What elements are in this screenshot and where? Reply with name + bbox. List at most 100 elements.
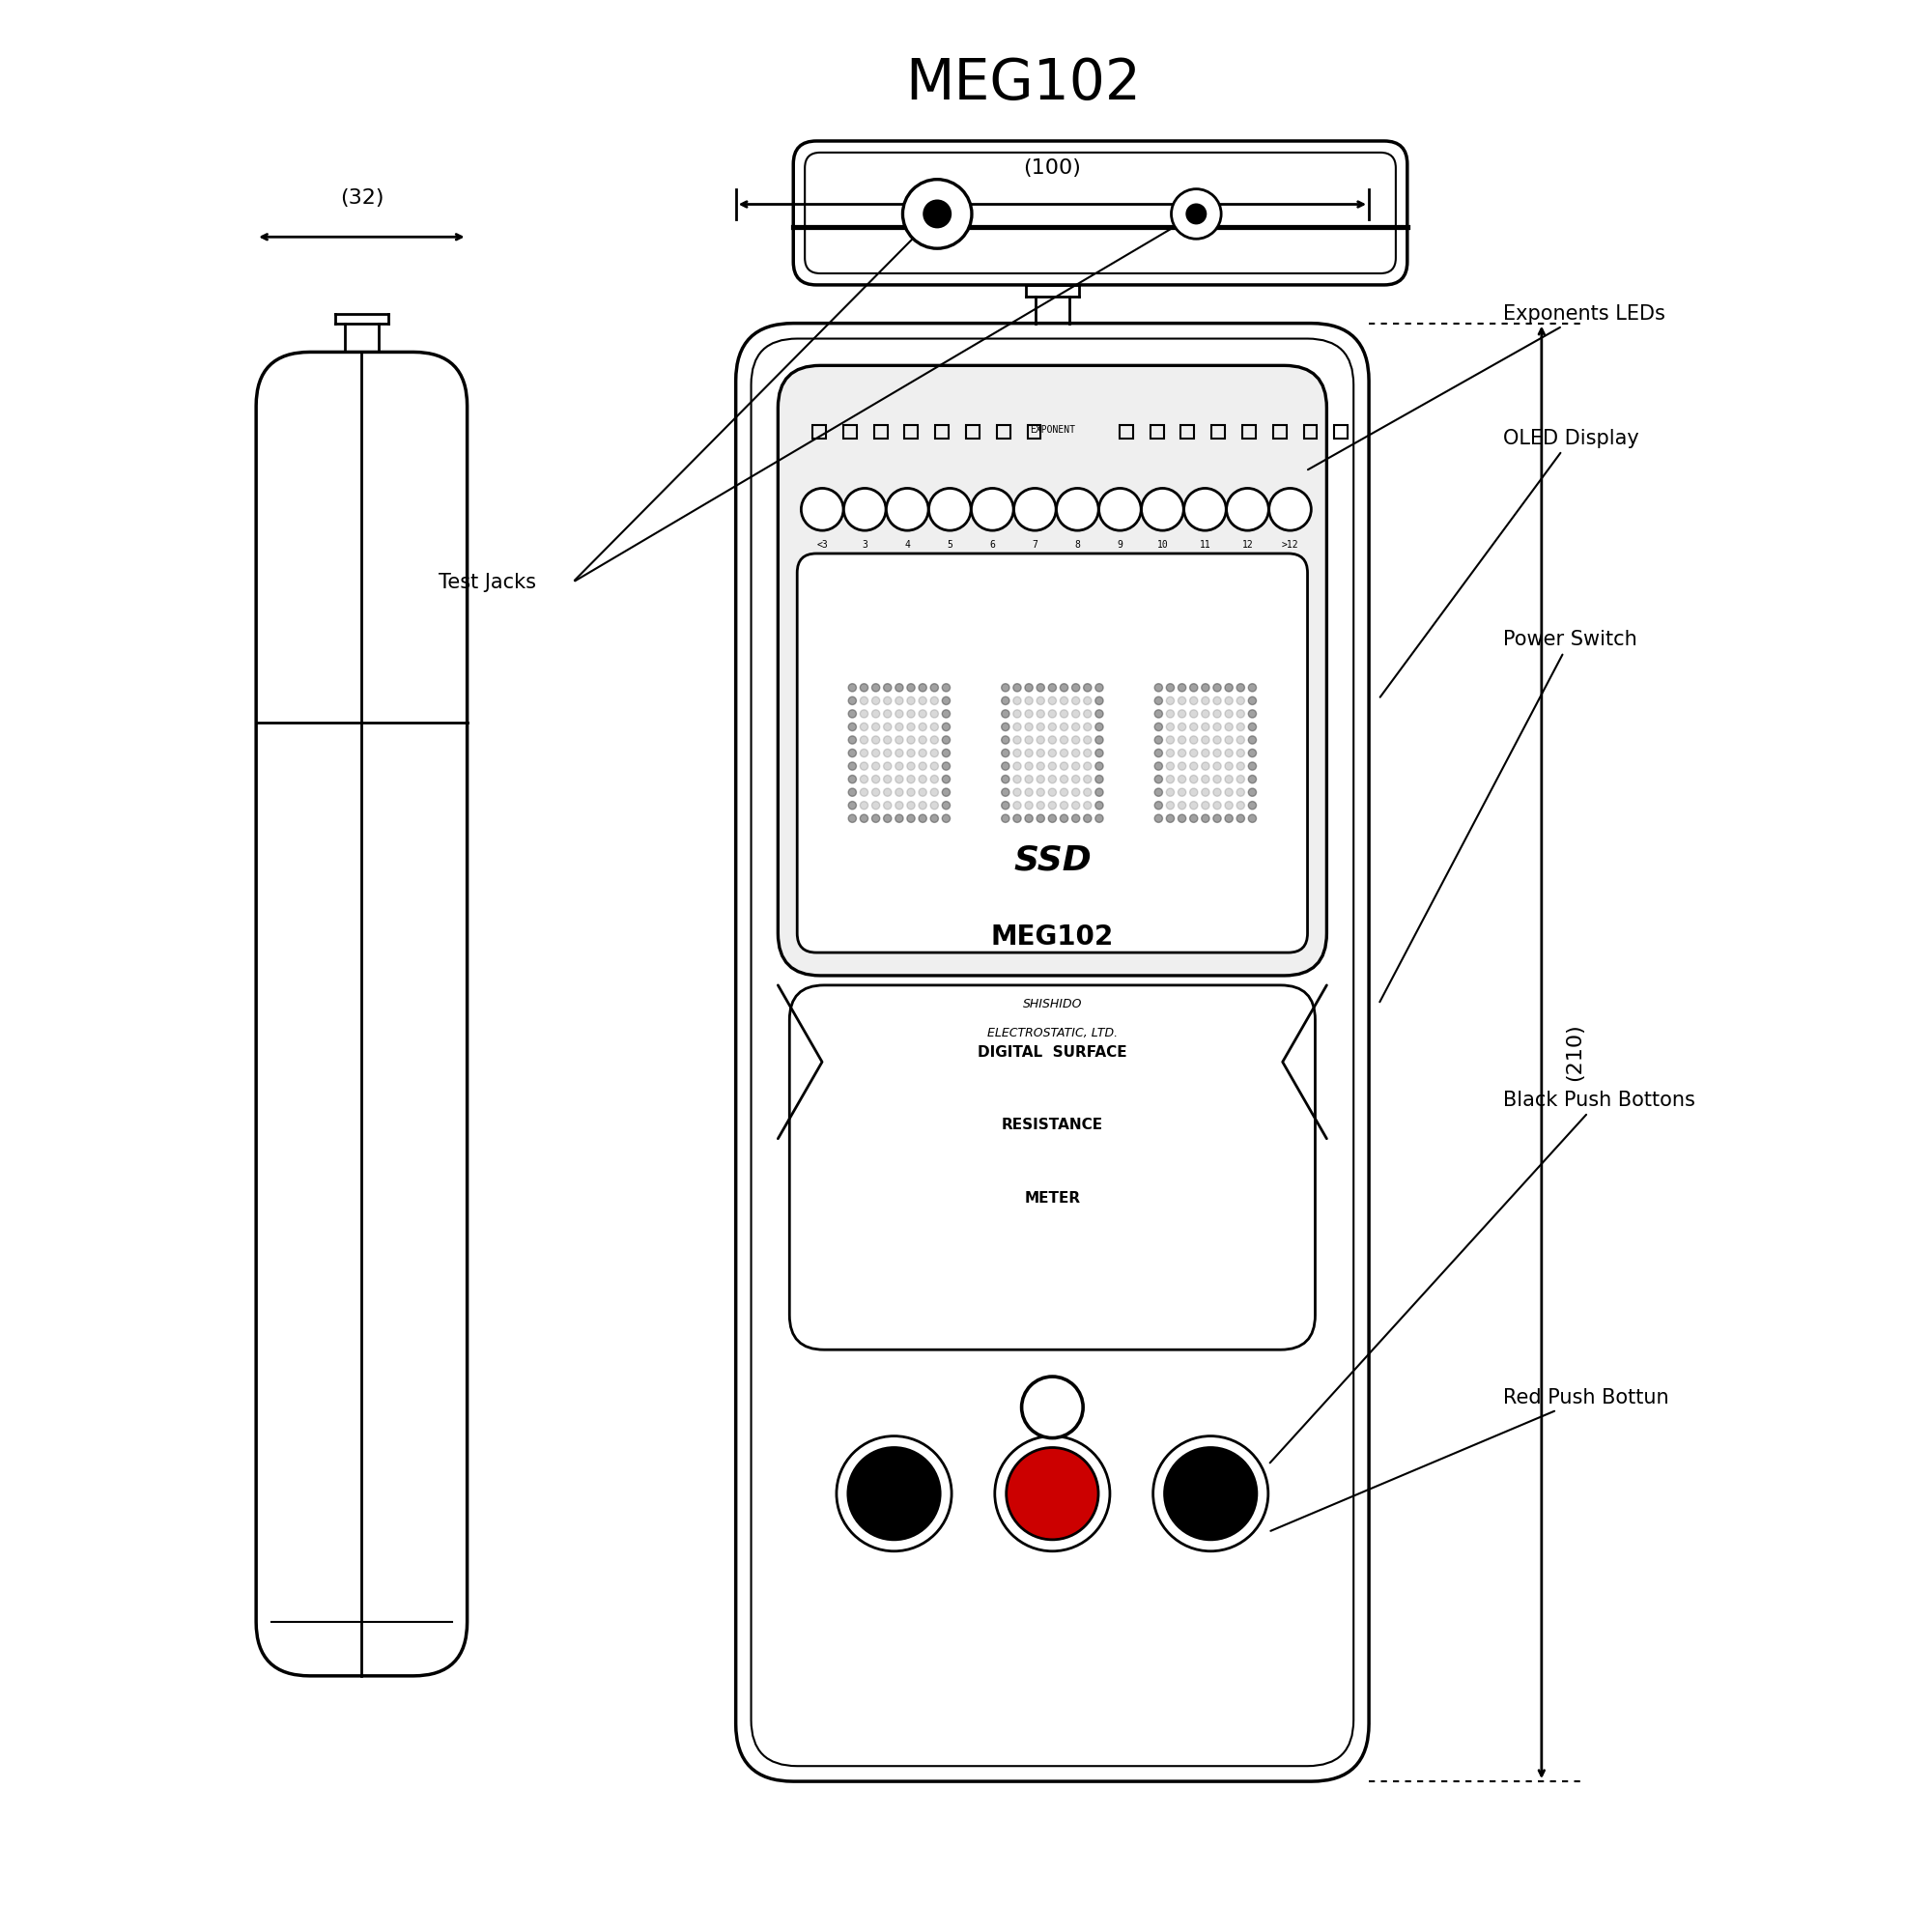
Circle shape xyxy=(1012,815,1022,823)
Circle shape xyxy=(1184,489,1227,531)
Circle shape xyxy=(972,489,1014,531)
Bar xyxy=(1028,425,1041,439)
Circle shape xyxy=(860,736,867,744)
Circle shape xyxy=(943,709,951,719)
Circle shape xyxy=(1014,489,1057,531)
Circle shape xyxy=(1012,709,1022,719)
Circle shape xyxy=(1061,684,1068,692)
Circle shape xyxy=(943,761,951,771)
Circle shape xyxy=(1179,802,1186,810)
Circle shape xyxy=(1213,815,1221,823)
Text: Black Push Bottons: Black Push Bottons xyxy=(1269,1092,1694,1463)
Circle shape xyxy=(1190,709,1198,719)
Circle shape xyxy=(883,788,891,796)
Circle shape xyxy=(1001,815,1009,823)
Circle shape xyxy=(848,788,856,796)
Circle shape xyxy=(1155,788,1163,796)
Circle shape xyxy=(1084,761,1092,771)
Circle shape xyxy=(1155,723,1163,730)
Circle shape xyxy=(1084,750,1092,757)
Circle shape xyxy=(1022,1378,1084,1437)
Circle shape xyxy=(1001,723,1009,730)
Text: 3: 3 xyxy=(862,541,867,551)
Circle shape xyxy=(860,815,867,823)
Circle shape xyxy=(1202,802,1209,810)
Circle shape xyxy=(860,723,867,730)
FancyBboxPatch shape xyxy=(779,365,1327,976)
Circle shape xyxy=(1167,736,1175,744)
Circle shape xyxy=(848,684,856,692)
Circle shape xyxy=(1049,750,1057,757)
Circle shape xyxy=(1012,788,1022,796)
Bar xyxy=(1242,425,1256,439)
Circle shape xyxy=(895,750,904,757)
Circle shape xyxy=(1024,736,1034,744)
Text: ELECTROSTATIC, LTD.: ELECTROSTATIC, LTD. xyxy=(987,1028,1117,1039)
Circle shape xyxy=(1001,775,1009,782)
Bar xyxy=(997,425,1010,439)
Circle shape xyxy=(1084,684,1092,692)
Circle shape xyxy=(1171,189,1221,240)
Text: Test Jacks: Test Jacks xyxy=(439,572,535,591)
Circle shape xyxy=(1072,697,1080,705)
Circle shape xyxy=(848,723,856,730)
Circle shape xyxy=(1084,736,1092,744)
Circle shape xyxy=(883,815,891,823)
Circle shape xyxy=(1001,761,1009,771)
Circle shape xyxy=(1024,815,1034,823)
Circle shape xyxy=(906,736,916,744)
Circle shape xyxy=(1248,723,1256,730)
Text: SHISHIDO: SHISHIDO xyxy=(1022,999,1082,1010)
Circle shape xyxy=(920,815,927,823)
Circle shape xyxy=(1225,750,1233,757)
Circle shape xyxy=(1061,775,1068,782)
FancyBboxPatch shape xyxy=(790,985,1316,1350)
Circle shape xyxy=(920,750,927,757)
Circle shape xyxy=(1202,709,1209,719)
Circle shape xyxy=(1072,736,1080,744)
Circle shape xyxy=(844,489,887,531)
Circle shape xyxy=(1001,697,1009,705)
Circle shape xyxy=(906,815,916,823)
Circle shape xyxy=(1225,815,1233,823)
Text: METER: METER xyxy=(1024,1190,1080,1206)
Circle shape xyxy=(1037,802,1045,810)
Circle shape xyxy=(1236,761,1244,771)
Circle shape xyxy=(1179,761,1186,771)
Circle shape xyxy=(1012,802,1022,810)
Circle shape xyxy=(1179,815,1186,823)
Circle shape xyxy=(1037,775,1045,782)
Circle shape xyxy=(1155,775,1163,782)
Circle shape xyxy=(1061,697,1068,705)
Circle shape xyxy=(1155,736,1163,744)
Circle shape xyxy=(1095,775,1103,782)
Circle shape xyxy=(1202,761,1209,771)
Text: RESISTANCE: RESISTANCE xyxy=(1001,1119,1103,1132)
Circle shape xyxy=(1190,788,1198,796)
Bar xyxy=(1211,425,1225,439)
Circle shape xyxy=(1155,815,1163,823)
Circle shape xyxy=(1248,697,1256,705)
Circle shape xyxy=(1236,723,1244,730)
Circle shape xyxy=(1024,750,1034,757)
Bar xyxy=(966,425,980,439)
Bar xyxy=(813,425,827,439)
Circle shape xyxy=(1049,709,1057,719)
Circle shape xyxy=(1001,750,1009,757)
Text: Red Push Bottun: Red Push Bottun xyxy=(1271,1387,1669,1530)
Circle shape xyxy=(1202,684,1209,692)
FancyBboxPatch shape xyxy=(794,141,1406,284)
Circle shape xyxy=(1001,802,1009,810)
Text: DIGITAL  SURFACE: DIGITAL SURFACE xyxy=(978,1045,1126,1059)
Circle shape xyxy=(1012,736,1022,744)
Circle shape xyxy=(860,775,867,782)
Text: Power Switch: Power Switch xyxy=(1379,630,1636,1003)
Circle shape xyxy=(1007,1447,1099,1540)
Circle shape xyxy=(1225,788,1233,796)
Circle shape xyxy=(1072,750,1080,757)
FancyBboxPatch shape xyxy=(257,352,468,1675)
Circle shape xyxy=(848,750,856,757)
Circle shape xyxy=(902,180,972,249)
Circle shape xyxy=(1167,723,1175,730)
Circle shape xyxy=(1213,736,1221,744)
